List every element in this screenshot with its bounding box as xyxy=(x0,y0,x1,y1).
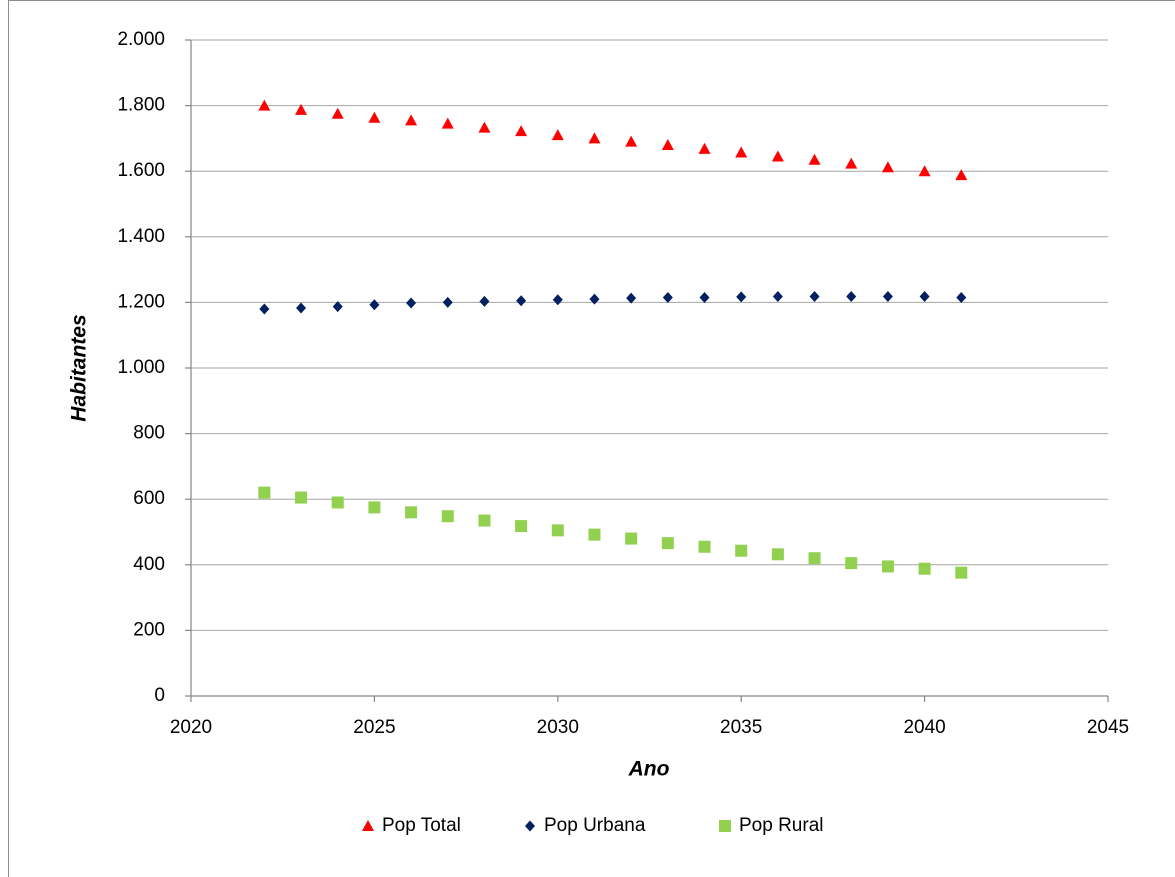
point xyxy=(368,501,381,514)
y-tick-label: 1.800 xyxy=(117,95,165,116)
point xyxy=(295,103,308,115)
point xyxy=(698,540,711,553)
point xyxy=(368,111,381,123)
point xyxy=(881,161,894,173)
point xyxy=(625,135,638,147)
point xyxy=(846,290,857,302)
point xyxy=(442,296,453,308)
point xyxy=(882,290,893,302)
point xyxy=(295,491,308,504)
legend-label: Pop Urbana xyxy=(544,815,646,836)
y-tick-label: 600 xyxy=(133,488,165,509)
point xyxy=(552,294,563,306)
legend-label: Pop Rural xyxy=(739,815,824,836)
point xyxy=(478,514,491,527)
x-tick-label: 2025 xyxy=(353,717,395,738)
x-tick-label: 2040 xyxy=(903,717,945,738)
point xyxy=(589,293,600,305)
point xyxy=(772,290,783,302)
y-tick-label: 2.000 xyxy=(117,29,165,50)
point xyxy=(808,552,821,565)
y-tick-label: 1.200 xyxy=(117,291,165,312)
point xyxy=(441,510,454,523)
y-axis-title: Habitantes xyxy=(68,314,91,421)
point xyxy=(259,303,270,315)
point xyxy=(479,295,490,307)
point xyxy=(258,99,271,111)
point xyxy=(405,506,418,519)
point xyxy=(258,486,271,499)
point xyxy=(809,290,820,302)
point xyxy=(405,114,418,126)
chart-frame xyxy=(8,0,1175,877)
point xyxy=(551,524,564,537)
x-tick-label: 2035 xyxy=(720,717,762,738)
point xyxy=(331,496,344,509)
legend-marker xyxy=(719,820,731,832)
legend-marker xyxy=(362,820,374,831)
x-tick-label: 2045 xyxy=(1087,717,1129,738)
point xyxy=(661,138,674,150)
point xyxy=(551,129,564,141)
x-tick-label: 2020 xyxy=(170,717,212,738)
point xyxy=(699,291,710,303)
legend-label: Pop Total xyxy=(382,815,461,836)
y-tick-label: 400 xyxy=(133,554,165,575)
y-tick-label: 800 xyxy=(133,423,165,444)
point xyxy=(956,291,967,303)
point xyxy=(332,301,343,313)
point xyxy=(918,562,931,575)
point xyxy=(516,295,527,307)
point xyxy=(661,537,674,550)
point xyxy=(881,560,894,573)
point xyxy=(698,142,711,154)
point xyxy=(735,146,748,158)
point xyxy=(406,297,417,309)
y-tick-label: 1.400 xyxy=(117,226,165,247)
point xyxy=(331,107,344,119)
point xyxy=(955,169,968,181)
point xyxy=(626,292,637,304)
point xyxy=(515,520,528,533)
point xyxy=(845,157,858,169)
point xyxy=(845,557,858,570)
point xyxy=(918,165,931,177)
point xyxy=(771,548,784,561)
point xyxy=(369,299,380,311)
y-tick-label: 1.600 xyxy=(117,160,165,181)
legend-marker xyxy=(525,820,535,832)
x-axis-title: Ano xyxy=(628,758,670,781)
point xyxy=(662,291,673,303)
x-tick-label: 2030 xyxy=(537,717,579,738)
point xyxy=(808,153,821,165)
point xyxy=(919,290,930,302)
point xyxy=(588,528,601,541)
y-tick-label: 1.000 xyxy=(117,357,165,378)
point xyxy=(771,150,784,162)
point xyxy=(735,544,748,557)
y-tick-label: 0 xyxy=(154,685,165,706)
point xyxy=(441,117,454,129)
point xyxy=(736,291,747,303)
point xyxy=(955,566,968,579)
point xyxy=(625,532,638,545)
point xyxy=(515,125,528,137)
point xyxy=(588,132,601,144)
point xyxy=(478,121,491,133)
y-tick-label: 200 xyxy=(133,619,165,640)
point xyxy=(296,302,307,314)
